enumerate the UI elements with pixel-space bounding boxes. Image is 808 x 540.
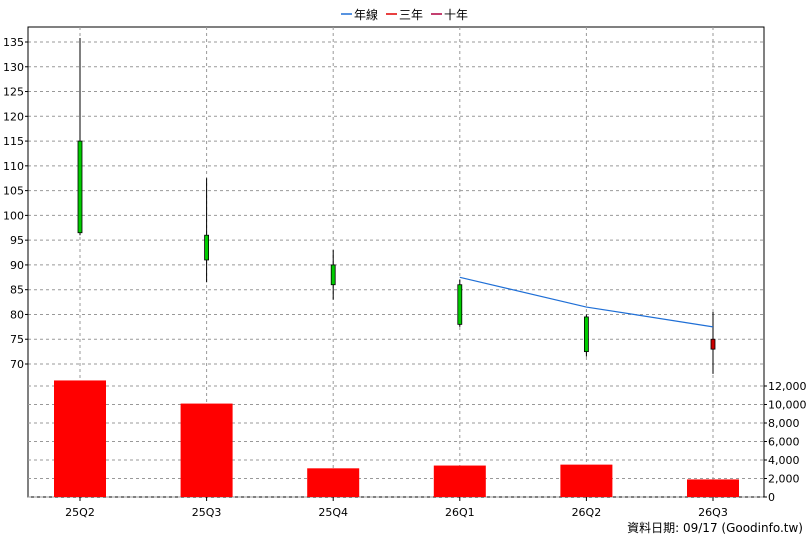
candle-body (710, 338, 716, 350)
price-tick-label: 70 (10, 358, 24, 371)
legend: 年線 三年 十年 (341, 7, 468, 22)
candle-body (204, 234, 210, 261)
volume-tick-label: 0 (768, 491, 775, 504)
price-tick-label: 115 (3, 135, 24, 148)
price-tick-label: 120 (3, 110, 24, 123)
candle-body (330, 264, 336, 286)
price-tick-label: 80 (10, 308, 24, 321)
x-tick-label: 26Q2 (572, 506, 602, 519)
price-tick-label: 100 (3, 209, 24, 222)
volume-tick-label: 8,000 (768, 417, 800, 430)
price-tick-label: 90 (10, 259, 24, 272)
x-tick-label: 25Q3 (192, 506, 222, 519)
volume-tick-label: 2,000 (768, 473, 800, 486)
volume-bar (560, 464, 613, 497)
volume-bar (180, 403, 233, 497)
price-tick-label: 125 (3, 86, 24, 99)
volume-tick-label: 10,000 (768, 399, 807, 412)
plot-frame (27, 26, 765, 498)
volume-tick-label: 4,000 (768, 454, 800, 467)
volume-tick-label: 12,000 (768, 380, 807, 393)
legend-label-three-year: 三年 (399, 8, 423, 22)
price-tick-label: 110 (3, 160, 24, 173)
price-tick-label: 95 (10, 234, 24, 247)
price-tick-label: 135 (3, 36, 24, 49)
x-tick-label: 26Q3 (698, 506, 728, 519)
price-tick-label: 85 (10, 284, 24, 297)
candle-body (77, 140, 83, 234)
axis-layer: 70 75 80 85 90 95 100 105 110 115 120 125 130 135 0 2,0… (3, 27, 807, 519)
price-tick-label: 130 (3, 61, 24, 74)
grid-layer (28, 27, 764, 498)
volume-bar (307, 468, 360, 497)
volume-tick-label: 6,000 (768, 436, 800, 449)
x-tick-label: 25Q2 (65, 506, 95, 519)
volume-panel (54, 380, 739, 497)
candle-body (457, 284, 463, 325)
x-tick-label: 25Q4 (318, 506, 348, 519)
x-tick-label: 26Q1 (445, 506, 475, 519)
price-tick-label: 75 (10, 333, 24, 346)
candle-body (584, 316, 589, 353)
volume-bar (54, 380, 106, 497)
legend-label-annual: 年線 (354, 7, 378, 22)
legend-label-ten-year: 十年 (444, 8, 468, 22)
price-tick-label: 105 (3, 185, 24, 198)
data-date-footer: 資料日期: 09/17 (Goodinfo.tw) (627, 521, 803, 535)
annual-moving-average-line (459, 276, 714, 328)
volume-bar (433, 465, 486, 497)
volume-bar (687, 479, 739, 497)
price-panel (77, 38, 716, 374)
